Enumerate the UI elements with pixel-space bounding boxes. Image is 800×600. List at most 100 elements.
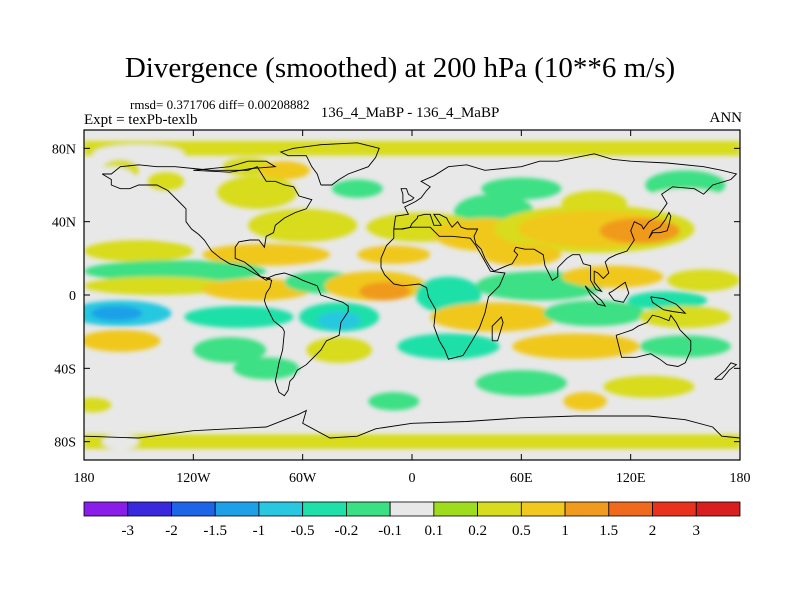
field-region	[368, 392, 420, 411]
colorbar-label: 0.5	[512, 523, 531, 539]
field-region	[202, 243, 330, 266]
colorbar-swatch	[258, 501, 304, 517]
field-region	[247, 208, 358, 242]
colorbar-label: -0.1	[378, 523, 402, 539]
colorbar-label: -1	[253, 523, 266, 539]
x-tick-label: 180	[730, 471, 751, 486]
colorbar-swatch	[433, 501, 479, 517]
field-region	[481, 243, 562, 266]
coastline	[650, 296, 687, 314]
field-region	[84, 276, 230, 296]
field-region	[147, 172, 185, 191]
colorbar-swatch	[127, 501, 172, 517]
field-band	[84, 434, 740, 449]
coastline	[279, 142, 380, 186]
field-region	[359, 282, 411, 301]
field-region	[193, 337, 267, 363]
colorbar-label: -1.5	[203, 523, 227, 539]
coastline	[648, 211, 672, 239]
y-tick-label: 40S	[54, 362, 76, 377]
colorbar-swatch	[564, 501, 610, 517]
coastline	[584, 285, 607, 307]
field-region	[599, 218, 680, 244]
colorbar-label: -0.5	[291, 523, 315, 539]
field-region	[84, 240, 194, 262]
y-tick-label: 0	[69, 289, 76, 304]
colorbar-swatch	[83, 501, 129, 517]
field-region	[645, 188, 726, 211]
coastline	[714, 362, 738, 380]
x-tick-label: 60E	[510, 471, 533, 486]
colorbar: -3 -2 -1.5 -1 -0.5 -0.2 -0.1 0.1 0.2 0.5 1 1.5 2 3	[83, 501, 741, 539]
y-tick-label: 80N	[52, 142, 76, 157]
period-label: ANN	[709, 110, 743, 126]
field-region	[512, 333, 640, 360]
field-region	[561, 265, 664, 288]
field-region	[93, 144, 185, 163]
field-region	[639, 306, 731, 328]
colorbar-label: 3	[693, 523, 701, 539]
colorbar-swatch	[389, 501, 435, 517]
coastline	[263, 272, 349, 397]
axes: 180 120W 60W 0 60E 120E 180 80N 40N 0 40S 80S	[52, 130, 751, 486]
coastline	[608, 281, 630, 303]
field-region	[481, 177, 562, 200]
field-region	[217, 175, 298, 209]
x-tick-label: 120E	[616, 471, 646, 486]
coastline	[491, 316, 504, 342]
colorbar-label: -3	[121, 523, 134, 539]
field-region	[603, 375, 695, 398]
field-band	[84, 141, 740, 156]
field-region	[667, 269, 740, 292]
colorbar-swatch	[520, 501, 566, 517]
colorbar-label: 2	[649, 523, 657, 539]
field-region	[184, 306, 294, 328]
colorbar-swatch	[608, 501, 653, 517]
colorbar-label: 0.1	[424, 523, 443, 539]
field-region	[563, 392, 607, 411]
field-region	[258, 161, 310, 180]
colorbar-swatch	[171, 501, 216, 517]
coastline	[393, 153, 738, 293]
field-region	[357, 245, 431, 264]
field-region	[91, 306, 143, 321]
coastline	[193, 160, 277, 173]
colorbar-swatch	[302, 501, 347, 517]
field-region	[331, 179, 383, 198]
run-label: 136_4_MaBP - 136_4_MaBP	[320, 105, 500, 121]
chart-title: Divergence (smoothed) at 200 hPa (10**6 …	[124, 52, 676, 84]
colorbar-swatch	[345, 501, 391, 517]
experiment-label: Expt = texPb-texlb	[84, 112, 198, 128]
field-region	[475, 370, 567, 396]
plot-area	[83, 129, 741, 461]
field-region	[233, 357, 300, 380]
field-region	[166, 401, 221, 416]
colorbar-label: 0.2	[468, 523, 487, 539]
coastlines	[84, 142, 740, 439]
x-tick-label: 180	[74, 471, 95, 486]
colorbar-label: -0.2	[335, 523, 359, 539]
y-tick-label: 40N	[52, 216, 76, 231]
colorbar-label: 1	[561, 523, 569, 539]
colorbar-label: -2	[165, 523, 178, 539]
field-region	[430, 302, 558, 332]
stats-label: rmsd= 0.371706 diff= 0.00208882	[130, 97, 310, 112]
colorbar-swatch	[652, 501, 697, 517]
field-region	[202, 278, 312, 301]
coastline	[400, 188, 415, 204]
field-region	[639, 335, 731, 358]
field-region	[397, 333, 500, 360]
coastline	[84, 409, 740, 439]
colorbar-swatch	[695, 501, 741, 517]
field-region	[84, 329, 161, 352]
field-region	[317, 311, 361, 330]
field-region	[306, 337, 372, 363]
field-region	[543, 300, 646, 327]
coastline	[615, 314, 692, 367]
x-tick-label: 60W	[289, 471, 317, 486]
x-tick-label: 120W	[176, 471, 211, 486]
field-region	[348, 362, 403, 382]
colorbar-swatch	[214, 501, 260, 517]
field-region	[84, 397, 112, 413]
